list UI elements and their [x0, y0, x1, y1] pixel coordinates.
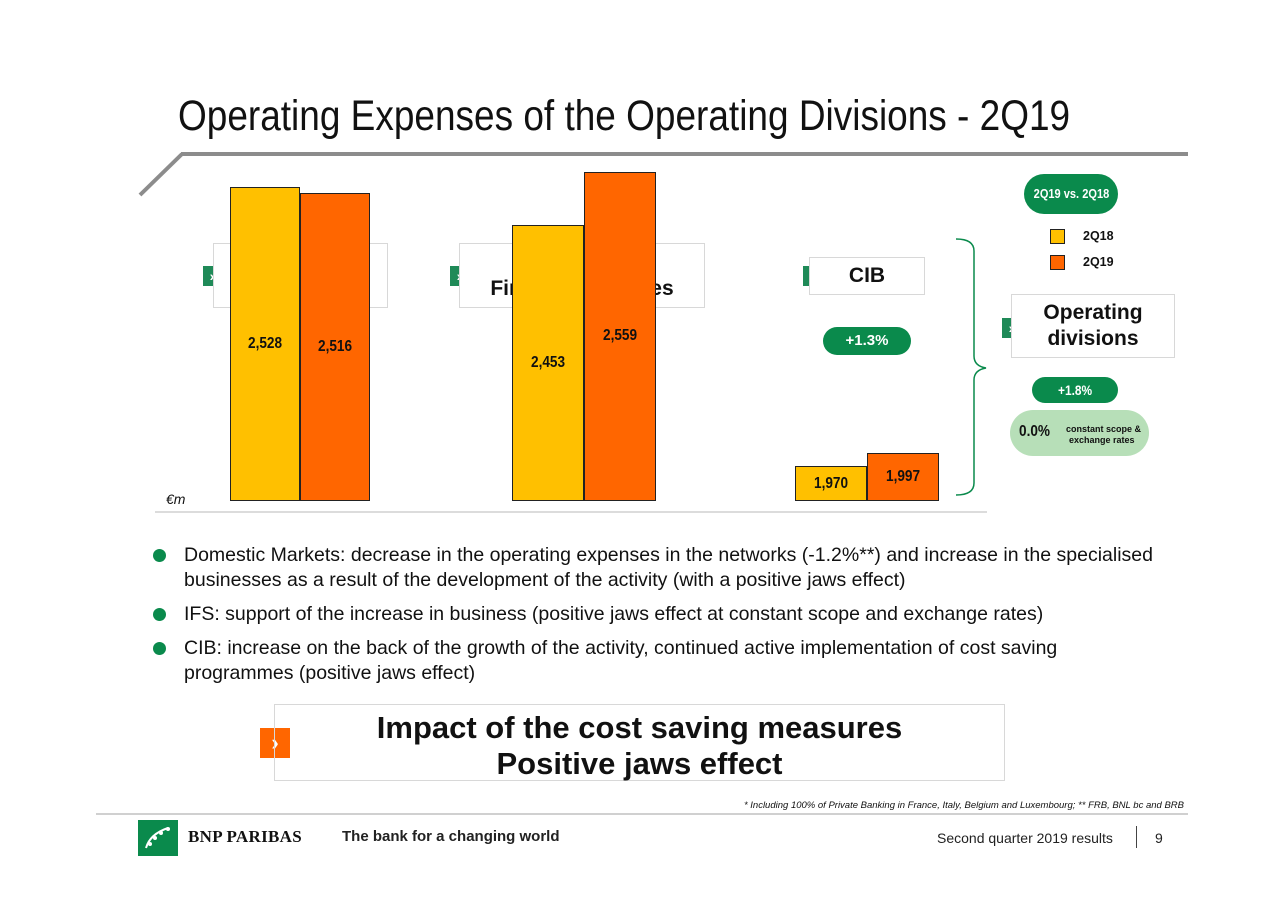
bullet-dot-icon [153, 642, 166, 655]
division-name: CIB [848, 264, 886, 287]
impact-box: Impact of the cost saving measures Posit… [274, 704, 1005, 781]
footer-divider [96, 813, 1188, 815]
operating-line1: Operating [1043, 301, 1143, 324]
division-box-operating: Operating divisions [1011, 294, 1175, 358]
footer-report-text: Second quarter 2019 results [937, 830, 1113, 846]
comparison-badge: 2Q19 vs. 2Q18 [1024, 174, 1118, 214]
legend-swatch-2q19 [1050, 254, 1065, 270]
legend: 2Q18 2Q19 [1050, 227, 1140, 271]
bar-2q18-3: 1,970 [795, 466, 867, 501]
division-name-line2: Markets* [256, 276, 345, 300]
division-box-domestic-markets: Domestic Markets* [213, 243, 388, 308]
bar-2q19-3: 1,997 [867, 452, 939, 501]
page-number: 9 [1155, 830, 1163, 846]
bnp-logo-icon [138, 820, 178, 856]
change-pill-operating: +1.8% [1032, 377, 1118, 403]
chart-baseline [155, 511, 987, 513]
legend-swatch-2q18 [1050, 228, 1065, 244]
bullet-dot-icon [153, 549, 166, 562]
division-name-line1: International [518, 250, 645, 274]
impact-line1: Impact of the cost saving measures [376, 710, 903, 745]
comparison-badge-text: 2Q19 vs. 2Q18 [1033, 186, 1109, 201]
constant-scope-value: 0.0% [1019, 423, 1050, 440]
change-pill-domestic-markets: -0.5% [256, 327, 344, 355]
bullet-dot-icon [153, 608, 166, 621]
change-pill-ifs: +4.3% [538, 327, 626, 355]
bar-value-label: 1,997 [885, 467, 921, 485]
title-underline [138, 152, 1188, 197]
bracket [955, 238, 987, 496]
legend-item-2q18: 2Q18 [1050, 227, 1140, 245]
footer-separator [1136, 826, 1137, 848]
bullet-text: CIB: increase on the back of the growth … [184, 637, 1058, 684]
operating-line2: divisions [1047, 327, 1139, 350]
bullet-text: IFS: support of the increase in business… [184, 603, 1044, 625]
division-name-line2: Financial Services [490, 276, 674, 300]
footer-report: Second quarter 2019 results [937, 830, 1113, 846]
bullet-item: IFS: support of the increase in business… [150, 602, 1160, 627]
division-box-cib: CIB [809, 257, 925, 295]
constant-scope-note-line2: exchange rates [1069, 435, 1135, 445]
bullet-item: CIB: increase on the back of the growth … [150, 636, 1160, 686]
unit-label: €m [166, 491, 186, 507]
constant-scope-note-line1: constant scope & [1066, 424, 1142, 434]
change-pill-cib: +1.3% [823, 327, 911, 355]
impact-line2: Positive jaws effect [496, 746, 783, 781]
footer-tagline: The bank for a changing world [342, 828, 560, 845]
legend-label-2q19: 2Q19 [1083, 255, 1114, 269]
bullet-text: Domestic Markets: decrease in the operat… [184, 544, 1154, 591]
bar-value-label: 1,970 [813, 474, 849, 492]
change-pill-ifs-constant: +0.8% [538, 365, 626, 391]
legend-label-2q18: 2Q18 [1083, 229, 1114, 243]
division-name-line1: Domestic [253, 250, 348, 274]
legend-item-2q19: 2Q19 [1050, 253, 1140, 271]
change-pill-operating-text: +1.8% [1057, 382, 1093, 398]
bullet-list: Domestic Markets: decrease in the operat… [150, 543, 1160, 695]
constant-scope-pill: 0.0% constant scope & exchange rates [1010, 410, 1149, 456]
footnote: * Including 100% of Private Banking in F… [743, 800, 1184, 811]
page-title: Operating Expenses of the Operating Divi… [178, 92, 1071, 140]
bullet-item: Domestic Markets: decrease in the operat… [150, 543, 1160, 593]
footer-brand: BNP PARIBAS [188, 827, 302, 846]
division-box-ifs: International Financial Services [459, 243, 705, 308]
